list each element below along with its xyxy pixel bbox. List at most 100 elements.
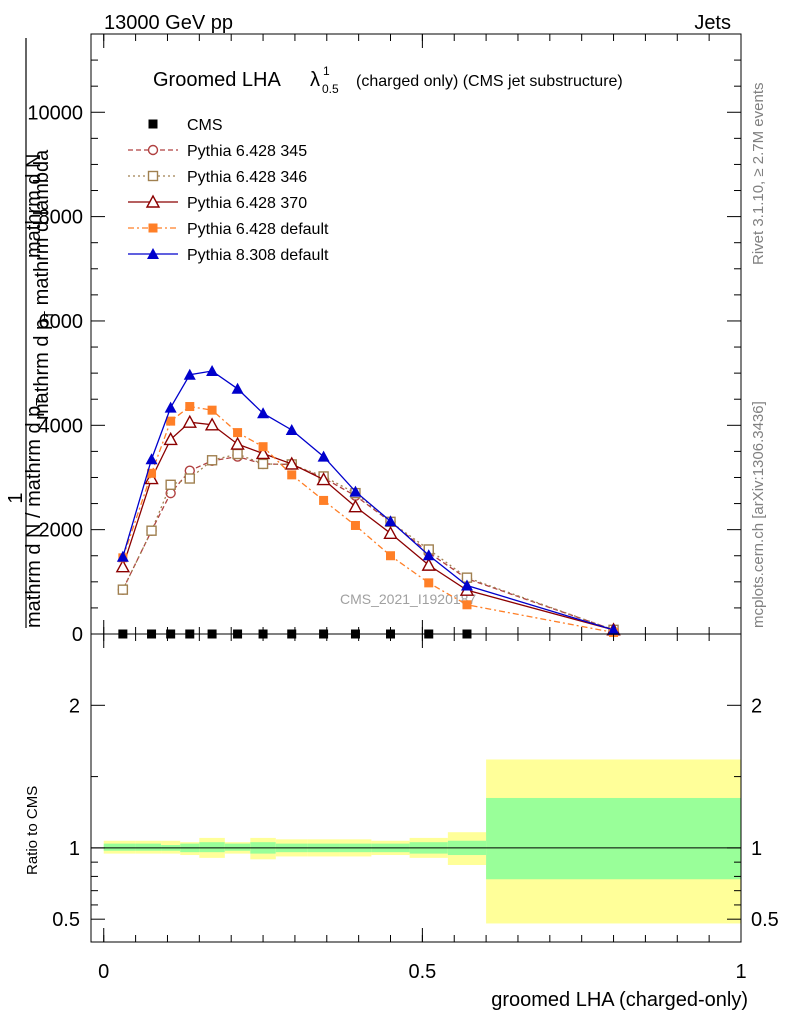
data-point: [115, 559, 131, 573]
series-line: [122, 453, 614, 631]
legend-marker: [147, 248, 159, 259]
data-point: [184, 473, 195, 484]
title-symbol: λ: [310, 69, 320, 91]
legend-entry: Pythia 6.428 345: [128, 143, 307, 160]
ratio-frame: [90, 633, 742, 943]
data-point: [257, 458, 269, 470]
main-ytick-label: 6000: [39, 311, 84, 333]
ratio-xtick-labels: 0 0.5 1: [98, 961, 746, 983]
data-point: [317, 450, 330, 462]
series-pythia-8-308-default: [116, 365, 620, 635]
ratio-ytick-label-left: 0.5: [52, 909, 80, 931]
data-point: [185, 402, 195, 412]
ratio-stat-band: [224, 843, 251, 851]
data-point: [165, 479, 176, 490]
main-ytick-label: 2000: [39, 520, 84, 542]
ratio-ytick-label-right: 0.5: [751, 909, 779, 931]
ylabel-denominator: mathrm d pT mathrm d lambda: [31, 149, 56, 420]
data-point: [284, 456, 299, 470]
ratio-ytick-label-left: 2: [69, 695, 80, 717]
ylabel-line-2: mathrm d N: [23, 154, 45, 258]
main-ytick-label: 8000: [39, 207, 84, 229]
ratio-y-axis-label: Ratio to CMS: [24, 786, 41, 875]
data-point: [230, 436, 245, 450]
data-point: [233, 428, 243, 438]
title-main: Groomed LHA: [153, 69, 281, 91]
series-line: [122, 421, 614, 631]
data-point: [163, 431, 178, 446]
x-axis-label: groomed LHA (charged-only): [491, 989, 748, 1011]
data-point: [258, 442, 268, 452]
data-point: [462, 600, 472, 610]
data-point: [207, 405, 217, 415]
ylabel-line-1: mathrm d N / mathrm d pT: [23, 398, 48, 628]
data-point: [116, 550, 129, 562]
mcplots-label: mcplots.cern.ch [arXiv:1306.3436]: [750, 401, 767, 628]
ratio-ytick-label-right: 2: [751, 695, 762, 717]
data-point: [145, 453, 158, 465]
legend-entry: Pythia 6.428 370: [128, 194, 307, 212]
data-point: [206, 455, 218, 466]
ratio-xtick-label: 1: [735, 961, 746, 983]
data-point: [319, 495, 329, 505]
data-point: [316, 472, 331, 486]
ylabel-numerator: 1: [5, 492, 27, 503]
legend-entry: CMS: [148, 117, 223, 134]
ratio-axis-ticks: [91, 634, 742, 942]
ratio-xtick-label: 0.5: [408, 961, 436, 983]
watermark: CMS_2021_I1920187: [340, 591, 476, 607]
ratio-ytick-label-right: 1: [751, 838, 762, 860]
data-point: [348, 499, 363, 513]
data-point: [206, 365, 219, 377]
series-line: [122, 370, 614, 631]
title-superscript: 1: [323, 64, 330, 78]
data-point: [146, 525, 157, 536]
legend-marker: [148, 223, 158, 233]
legend-label: Pythia 6.428 345: [187, 143, 307, 160]
data-point: [164, 401, 177, 413]
data-point: [232, 448, 243, 460]
legend-entry: Pythia 8.308 default: [128, 247, 329, 264]
ratio-bands: [103, 759, 741, 924]
data-point: [424, 578, 434, 588]
data-point: [421, 557, 436, 571]
ratio-stat-band: [199, 842, 225, 853]
ratio-xtick-label: 0: [98, 961, 109, 983]
legend-label: Pythia 6.428 346: [187, 169, 307, 186]
legend-marker: [148, 119, 158, 129]
data-point: [255, 446, 271, 460]
ratio-stat-band: [103, 843, 136, 851]
data-point: [383, 525, 398, 540]
data-point: [287, 470, 297, 480]
legend-label: Pythia 6.428 default: [187, 221, 329, 238]
legend-marker: [145, 194, 161, 208]
ratio-ytick-label-left: 1: [69, 838, 80, 860]
ratio-plot-area: 0.5 0.51 12 2 0 0.5 1: [52, 633, 779, 983]
data-point: [350, 520, 360, 530]
title-subscript: 0.5: [322, 82, 339, 96]
energy-label: 13000 GeV pp: [104, 12, 233, 34]
ratio-ytick-labels: 0.5 0.5 1 1 2 2: [52, 695, 779, 931]
data-point: [166, 416, 176, 426]
legend: CMS Pythia 6.428 345 Pythia 6.428 346 Pythi…: [128, 117, 329, 264]
data-point: [422, 549, 435, 561]
rivet-version-label: Rivet 3.1.10, ≥ 2.7M events: [750, 83, 767, 266]
legend-marker: [147, 170, 159, 182]
data-point: [285, 424, 298, 435]
legend-label: Pythia 6.428 370: [187, 195, 307, 212]
legend-entry: Pythia 6.428 346: [128, 169, 307, 186]
legend-marker: [147, 144, 159, 156]
data-point: [231, 382, 244, 394]
data-point: [349, 485, 362, 497]
title-rest: (charged only) (CMS jet substructure): [356, 73, 623, 90]
data-point: [182, 414, 197, 428]
data-point: [117, 584, 129, 595]
data-point: [386, 551, 396, 561]
data-point: [147, 468, 157, 478]
legend-entry: Pythia 6.428 default: [128, 221, 329, 238]
data-point: [144, 471, 159, 485]
data-point: [257, 407, 270, 419]
legend-label: CMS: [187, 117, 223, 134]
data-point: [460, 579, 473, 591]
data-point: [204, 417, 220, 431]
